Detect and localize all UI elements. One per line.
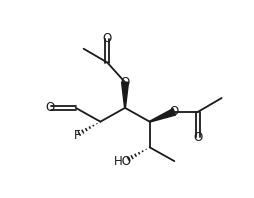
Polygon shape xyxy=(122,82,129,108)
Polygon shape xyxy=(150,109,176,122)
Text: O: O xyxy=(103,32,112,45)
Text: O: O xyxy=(170,105,179,118)
Text: O: O xyxy=(193,131,203,144)
Text: HO: HO xyxy=(114,155,132,168)
Text: O: O xyxy=(120,76,130,89)
Text: O: O xyxy=(45,101,55,114)
Text: F: F xyxy=(73,129,80,142)
